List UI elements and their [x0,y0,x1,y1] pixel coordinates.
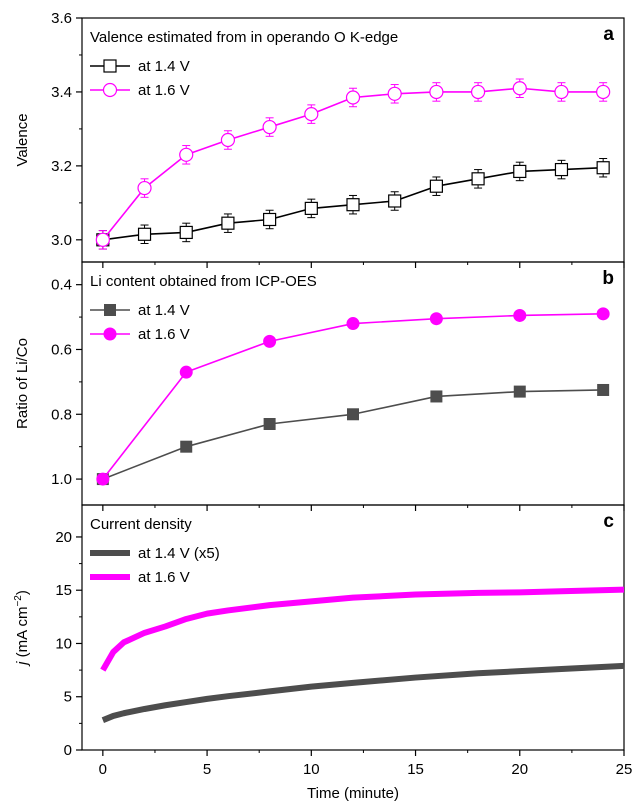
panel-letter: a [603,24,614,45]
panel-letter: b [602,268,614,289]
marker-open-square [179,225,193,240]
panel-title: Valence estimated from in operando O K-e… [90,29,398,46]
marker-filled-circle [346,317,360,331]
marker-open-circle [304,107,319,122]
x-tick-label: 0 [99,761,107,778]
y-axis-label-sup: −2 [13,595,24,607]
y-tick-label: 0 [64,742,72,759]
panel-frame [81,17,625,263]
y-tick-label: 3.0 [51,232,72,249]
y-tick-label: 20 [55,529,72,546]
marker-open-circle [596,84,611,100]
y-tick-label: 15 [55,582,72,599]
marker-filled-square [104,304,116,316]
x-tick-label: 20 [511,761,528,778]
series-line [101,662,625,723]
marker-open-square [388,194,402,208]
y-tick-label: 0.6 [51,341,72,358]
y-axis-label-text: (mA cm [14,607,31,662]
marker-filled-square [347,408,359,421]
marker-open-square [263,212,277,227]
y-axis-label: Ratio of Li/Co [14,338,31,429]
legend-label: at 1.6 V [138,326,190,343]
panel-frame [81,504,625,751]
marker-filled-circle [596,307,610,321]
marker-open-circle [220,132,236,148]
series-1p6: at 1.6 V [90,569,625,672]
marker-filled-circle [103,327,117,341]
marker-open-square [137,227,152,241]
y-tick-label: 3.2 [51,158,72,175]
marker-filled-square [263,418,276,430]
y-axis-label-close: ) [14,590,31,595]
panel-title: Current density [90,516,192,533]
marker-open-square [304,201,318,215]
panel-title: Li content obtained from ICP-OES [90,273,317,290]
series-1p6: at 1.6 V [90,307,610,486]
legend-label: at 1.6 V [138,82,190,99]
marker-filled-circle [179,365,193,379]
marker-filled-circle [263,334,277,348]
legend-label: at 1.4 V (x5) [138,545,220,562]
y-tick-label: 3.4 [51,84,72,101]
marker-filled-circle [429,312,443,326]
series-1p6: at 1.6 V [90,78,611,250]
marker-open-square [513,164,527,179]
marker-open-square [103,59,117,73]
y-tick-label: 0.4 [51,277,72,294]
marker-open-square [554,162,569,177]
x-axis-label: Time (minute) [307,785,399,802]
marker-filled-square [597,383,610,396]
series-line [102,87,604,241]
y-tick-label: 5 [64,689,72,706]
series-1p4: at 1.4 V (x5) [90,545,625,723]
marker-filled-circle [513,308,527,322]
series-line [102,389,604,480]
marker-open-circle [470,84,486,100]
marker-open-circle [102,82,118,98]
marker-open-circle [95,232,110,247]
panel-a: 3.0 3.2 3.4 3.6 Valence a Valence estimated fr… [14,10,625,268]
x-tick-label: 10 [303,761,320,778]
x-tick-label: 25 [616,761,633,778]
y-axis-label: Valence [14,113,31,166]
marker-open-circle [179,147,194,162]
panel-b: 0.4 0.6 0.8 1.0 Ratio of Li/Co b Li content ob… [14,261,625,511]
marker-filled-square [180,440,193,453]
x-tick-label: 5 [203,761,211,778]
legend-label: at 1.6 V [138,569,190,586]
marker-open-circle [429,84,444,100]
marker-open-circle [512,81,527,96]
panel-c: 0 5 10 15 20 j (mA cm−2) c Current density at 1.… [13,504,625,759]
y-tick-label: 10 [55,635,72,652]
marker-open-circle [387,86,402,101]
panel-letter: c [603,511,614,532]
marker-open-square [221,216,235,230]
y-axis-label: j (mA cm−2) [13,590,31,667]
shared-x-axis: 0 5 10 15 20 25 Time (minute) [99,761,633,802]
marker-open-circle [345,90,361,105]
y-axis-label-italic: j [14,661,31,667]
series-line [100,586,625,672]
y-tick-label: 1.0 [51,471,72,488]
marker-open-square [429,179,443,193]
legend-label: at 1.4 V [138,302,190,319]
marker-filled-square [430,390,443,403]
marker-open-circle [262,119,277,135]
panels: 3.0 3.2 3.4 3.6 Valence a Valence estimated fr… [13,10,625,759]
legend-label: at 1.4 V [138,58,190,75]
y-tick-label: 3.6 [51,10,72,27]
y-tick-label: 0.8 [51,406,72,423]
panel-frame [81,261,625,506]
marker-open-square [596,161,610,175]
marker-filled-square [513,385,526,398]
x-tick-label: 15 [407,761,424,778]
marker-open-square [471,172,485,186]
marker-open-circle [137,180,152,196]
marker-open-circle [554,84,569,100]
marker-open-square [346,198,360,212]
marker-filled-circle [96,472,110,486]
